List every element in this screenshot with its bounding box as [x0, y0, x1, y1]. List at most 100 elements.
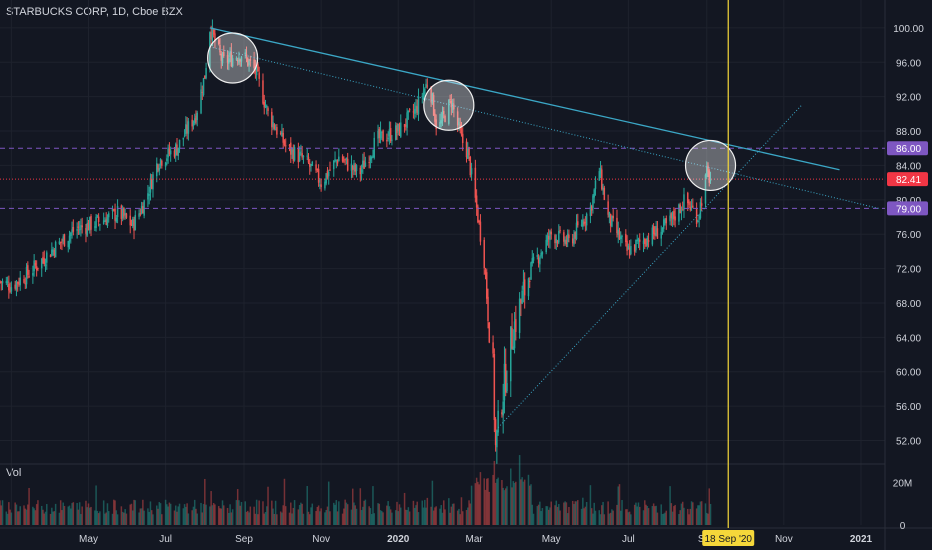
candle-body — [487, 296, 489, 322]
volume-bar — [71, 503, 73, 525]
volume-bar — [187, 513, 190, 525]
candle-body — [565, 240, 568, 245]
volume-bar — [461, 511, 464, 525]
volume-bar — [536, 506, 539, 525]
candle-body — [164, 162, 167, 167]
volume-bar — [601, 505, 603, 525]
candle-body — [704, 174, 707, 204]
volume-bar — [33, 508, 35, 525]
candle-body — [193, 118, 196, 124]
candle-body — [530, 262, 532, 280]
volume-bar — [191, 510, 193, 525]
candle-body — [317, 168, 320, 183]
candle-body — [148, 193, 150, 196]
candle-body — [111, 208, 114, 211]
time-tick-label: Mar — [465, 534, 483, 545]
candle-body — [497, 410, 499, 433]
volume-bar — [435, 506, 437, 525]
volume-bar — [689, 508, 692, 525]
candle-body — [494, 419, 497, 446]
volume-bar — [132, 510, 134, 525]
volume-bar — [518, 455, 521, 525]
candle-body — [474, 167, 477, 198]
candle-body — [121, 208, 124, 219]
candle-body — [140, 206, 143, 214]
volume-bar — [217, 506, 220, 525]
candle-body — [40, 258, 43, 269]
volume-bar — [196, 513, 198, 525]
candle-body — [415, 105, 417, 111]
chart-title: STARBUCKS CORP, 1D, Cboe BZX — [6, 6, 183, 18]
candle-body — [655, 225, 657, 236]
candle-body — [698, 216, 700, 220]
candle-body — [263, 101, 265, 108]
volume-bar — [226, 507, 229, 525]
price-tick-label: 52.00 — [896, 437, 921, 448]
candle-body — [123, 207, 125, 217]
volume-bar — [293, 500, 296, 525]
candle-body — [89, 216, 91, 231]
volume-bar — [425, 507, 427, 525]
candle-body — [343, 160, 345, 162]
candle-body — [397, 124, 399, 132]
volume-bar — [540, 511, 542, 525]
volume-bar — [85, 500, 87, 525]
volume-bar — [477, 481, 479, 525]
candle-body — [612, 215, 614, 219]
volume-bar — [354, 505, 357, 525]
candle-body — [115, 217, 118, 222]
candle-body — [138, 213, 140, 217]
candle-body — [274, 129, 277, 131]
volume-bar — [456, 510, 459, 525]
volume-bar — [432, 510, 435, 525]
volume-bar — [264, 512, 267, 525]
volume-bar — [417, 512, 420, 525]
candle-body — [0, 281, 3, 283]
volume-bar — [458, 508, 460, 525]
volume-bar — [503, 490, 506, 525]
candle-body — [413, 108, 416, 114]
candle-body — [425, 83, 427, 88]
time-tick-label: Jul — [159, 534, 172, 545]
candle-body — [416, 106, 418, 113]
candle-body — [633, 244, 636, 252]
candle-body — [46, 252, 48, 263]
candle-body — [167, 147, 169, 158]
volume-bar — [195, 508, 197, 525]
candle-body — [205, 68, 207, 79]
volume-bar — [178, 503, 181, 525]
volume-bar — [193, 499, 196, 525]
volume-bar — [255, 499, 258, 525]
time-tick-label: May — [542, 534, 561, 545]
candle-body — [159, 158, 162, 166]
volume-bar — [161, 514, 163, 525]
candle-body — [15, 281, 18, 290]
candle-body — [187, 121, 190, 134]
candle-body — [531, 258, 534, 264]
candle-body — [426, 85, 429, 87]
volume-bar — [683, 507, 685, 525]
candle-body — [266, 105, 268, 108]
volume-bar — [700, 501, 703, 525]
candle-body — [680, 209, 683, 213]
volume-bar — [415, 505, 417, 525]
volume-bar — [81, 506, 83, 525]
trendline — [209, 46, 879, 209]
price-tick-label: 64.00 — [896, 333, 921, 344]
volume-bar — [58, 512, 61, 525]
volume-bar — [0, 500, 1, 525]
volume-bar — [0, 505, 3, 525]
candle-body — [302, 155, 305, 158]
candle-body — [580, 224, 583, 226]
candle-body — [503, 363, 506, 401]
candle-body — [382, 130, 384, 142]
volume-bar — [488, 491, 491, 525]
candle-body — [559, 230, 561, 232]
candle-body — [37, 267, 39, 269]
candle-body — [660, 231, 662, 239]
highlight-circle — [423, 79, 475, 131]
volume-bar — [681, 501, 684, 525]
volume-bar — [104, 513, 106, 525]
volume-bar — [129, 504, 131, 525]
